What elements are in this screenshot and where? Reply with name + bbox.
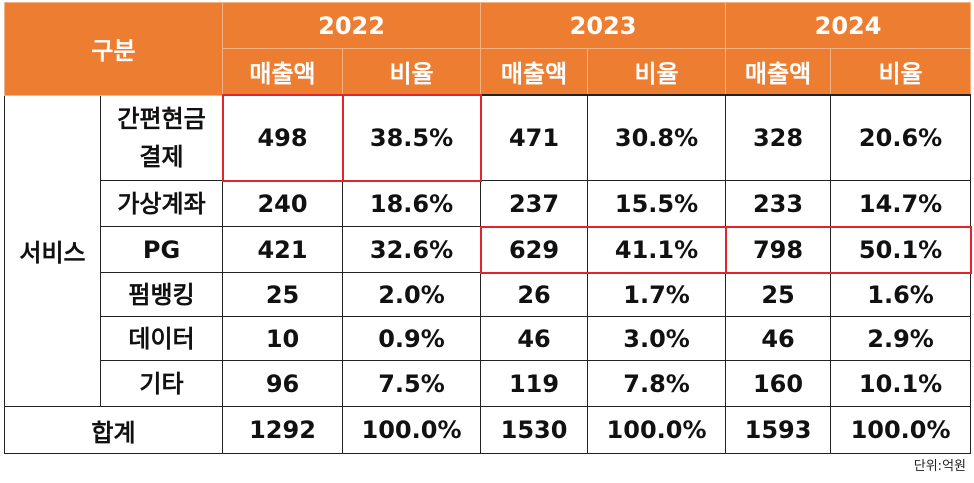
value-cell: 2.9% [830,316,972,361]
value-cell: 25 [725,272,832,317]
row-label: 가상계좌 [99,180,224,227]
value-cell: 3.0% [587,316,727,361]
row: 매출액 비율 매출액 비율 매출액 비율 [5,48,972,96]
value-cell: 20.6% [830,94,972,181]
value-cell: 50.1% [830,226,972,273]
value-cell: 38.5% [342,94,482,181]
sales-table: 구분 2022 2023 2024 매출액 비율 매출액 비율 매출액 비율 서비스 간편현금결제 4… [3,2,972,454]
value-cell: 96 [222,360,344,407]
total-cell: 100.0% [830,406,972,454]
total-label: 합계 [3,406,224,454]
value-cell: 18.6% [342,180,482,227]
value-cell: 46 [480,316,589,361]
value-cell: 0.9% [342,316,482,361]
row: 기타 96 7.5% 119 7.8% 160 10.1% [5,360,972,407]
row: 구분 2022 2023 2024 [3,2,972,96]
value-cell: 237 [480,180,589,227]
unit-note: 단위:억원 [913,459,966,474]
row-label: 간편현금결제 [99,94,224,181]
row-label: 펌뱅킹 [99,272,224,317]
value-cell: 1.6% [830,272,972,317]
total-cell: 1530 [480,406,589,454]
value-cell: 41.1% [587,226,727,273]
value-cell: 629 [480,226,589,273]
row: 가상계좌 240 18.6% 237 15.5% 233 14.7% [5,180,972,227]
header-year: 2022 [222,2,482,49]
row-label: PG [99,226,224,273]
row: 합계 1292 100.0% 1530 100.0% 1593 100.0% [3,406,972,454]
row: PG 421 32.6% 629 41.1% 798 50.1% [5,226,972,273]
value-cell: 10.1% [830,360,972,407]
value-cell: 233 [725,180,832,227]
value-cell: 10 [222,316,344,361]
total-cell: 100.0% [587,406,727,454]
value-cell: 328 [725,94,832,181]
value-cell: 1.7% [587,272,727,317]
value-cell: 30.8% [587,94,727,181]
value-cell: 32.6% [342,226,482,273]
header-metric: 비율 [587,48,727,96]
row-label: 데이터 [99,316,224,361]
value-cell: 46 [725,316,832,361]
header-metric: 매출액 [480,48,589,96]
value-cell: 25 [222,272,344,317]
value-cell: 421 [222,226,344,273]
total-cell: 100.0% [342,406,482,454]
total-cell: 1593 [725,406,832,454]
value-cell: 160 [725,360,832,407]
row: 서비스 간편현금결제 498 38.5% 471 30.8% 328 20.6% [4,94,972,407]
value-cell: 15.5% [587,180,727,227]
total-cell: 1292 [222,406,344,454]
header-metric: 매출액 [222,48,344,96]
value-cell: 7.8% [587,360,727,407]
value-cell: 471 [480,94,589,181]
header-metric: 비율 [342,48,482,96]
header-year: 2024 [725,2,972,49]
row-label: 기타 [99,360,224,407]
row: 데이터 10 0.9% 46 3.0% 46 2.9% [5,316,972,361]
group-label: 서비스 [4,94,101,407]
value-cell: 2.0% [342,272,482,317]
header-metric: 매출액 [725,48,832,96]
value-cell: 7.5% [342,360,482,407]
header-metric: 비율 [830,48,972,96]
row: 펌뱅킹 25 2.0% 26 1.7% 25 1.6% [5,272,972,317]
value-cell: 798 [725,226,832,273]
header-year: 2023 [480,2,727,49]
value-cell: 14.7% [830,180,972,227]
header-category: 구분 [3,2,224,96]
value-cell: 26 [480,272,589,317]
value-cell: 498 [222,94,344,181]
value-cell: 240 [222,180,344,227]
value-cell: 119 [480,360,589,407]
